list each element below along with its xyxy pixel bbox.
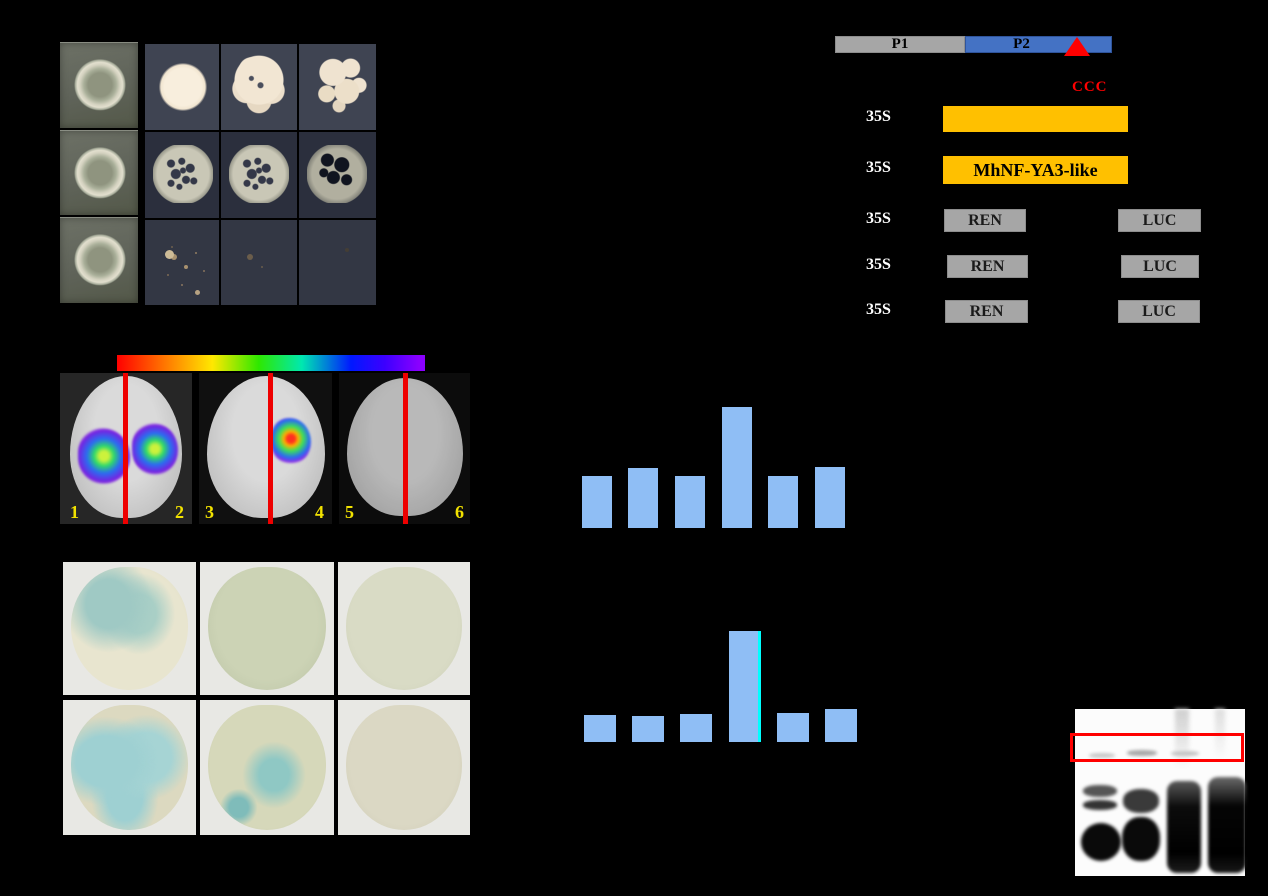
promoter-35s-label: 35S: [866, 108, 891, 125]
luc-box: LUC: [1118, 209, 1201, 232]
luminescence-signal: [271, 418, 311, 464]
luciferase-leaf-panel: 3 4: [199, 373, 332, 524]
bar: [582, 476, 612, 528]
leaf-number: 3: [205, 502, 214, 522]
bar: [675, 476, 705, 528]
leaf-number: 5: [345, 502, 354, 522]
fragment-p1: P1: [835, 36, 965, 53]
yeast-spot: [153, 145, 213, 203]
yeast-spot: [299, 44, 376, 130]
yeast-spot-cell: [145, 220, 219, 305]
yeast-spot: [229, 145, 289, 203]
gel-band: [1122, 817, 1160, 861]
ccc-motif-label: CCC: [1072, 79, 1108, 95]
yeast-spot-cell: [145, 44, 219, 130]
yeast-spot-grid: [145, 44, 377, 305]
gel-band: [1208, 777, 1246, 873]
bar: [815, 467, 845, 528]
ren-box: REN: [947, 255, 1028, 278]
gel-band: [1123, 789, 1159, 813]
promoter-35s-label: 35S: [866, 159, 891, 176]
yeast-colony: [70, 144, 130, 203]
luminescence-colorbar: [117, 355, 425, 371]
promoter-35s-label: 35S: [866, 301, 891, 318]
yeast-spot-cell: [221, 44, 297, 130]
yeast-colony: [70, 232, 130, 291]
yeast-spot-cell: [221, 132, 297, 218]
bar: [628, 468, 658, 528]
gel-band: [1083, 785, 1117, 797]
shifted-band: [1171, 751, 1199, 756]
bar: [584, 715, 616, 742]
bar: [680, 714, 712, 742]
gus-leaf: [70, 705, 188, 830]
effector-box-gene: MhNF-YA3-like: [943, 156, 1128, 184]
gus-leaf: [70, 567, 188, 690]
luc-box: LUC: [1118, 300, 1200, 323]
leaf-number: 4: [315, 502, 324, 522]
gel-band: [1083, 800, 1117, 810]
yeast-slide: [60, 129, 138, 216]
yeast-spot: [307, 145, 367, 203]
gus-leaf-panel: [200, 700, 334, 835]
emsa-gel: [1070, 709, 1246, 876]
ren-box: REN: [945, 300, 1028, 323]
ren-box: REN: [944, 209, 1026, 232]
promoter-35s-label: 35S: [866, 210, 891, 227]
yeast-slide: [60, 42, 138, 128]
gus-leaf-panel: [63, 700, 196, 835]
bar: [729, 631, 761, 742]
bar: [768, 476, 798, 528]
gus-leaf-panel: [63, 562, 196, 695]
leaf-number: 6: [455, 502, 464, 522]
bar: [632, 716, 664, 742]
promoter-35s-label: 35S: [866, 256, 891, 273]
shifted-band: [1127, 750, 1157, 756]
luc-box: LUC: [1121, 255, 1199, 278]
gel-band: [1081, 823, 1121, 861]
yeast-spot-cell: [299, 44, 376, 130]
yeast-spot-cell: [221, 220, 297, 305]
highlight-box: [1070, 733, 1244, 762]
bar: [722, 407, 752, 528]
gus-leaf-panel: [338, 700, 470, 835]
yeast-colony: [70, 57, 130, 115]
yeast-slide: [60, 217, 138, 304]
divider-line: [123, 373, 128, 524]
bar: [825, 709, 857, 742]
luciferase-leaf-panel: 1 2: [60, 373, 192, 524]
gus-leaf: [208, 705, 326, 830]
gus-leaf: [345, 567, 463, 690]
luminescence-signal: [78, 428, 130, 484]
gus-leaf-panel: [200, 562, 334, 695]
yeast-spot-cell: [299, 220, 376, 305]
yeast-spot: [153, 57, 213, 117]
divider-line: [403, 373, 408, 524]
gus-leaf-panel: [338, 562, 470, 695]
luminescence-signal: [132, 423, 178, 475]
shifted-band: [1089, 753, 1115, 758]
divider-line: [268, 373, 273, 524]
luciferase-leaf-panel: 5 6: [339, 373, 470, 524]
yeast-spot-cell: [299, 132, 376, 218]
gus-leaf: [345, 705, 463, 830]
leaf-number: 2: [175, 502, 184, 522]
yeast-slide-column: [60, 42, 138, 304]
yeast-spot-cell: [145, 132, 219, 218]
yeast-spot: [221, 44, 297, 130]
gus-leaf: [208, 567, 326, 690]
effector-box-empty: [943, 106, 1128, 132]
gel-band: [1167, 781, 1201, 873]
motif-marker-triangle: [1064, 37, 1090, 56]
leaf-number: 1: [70, 502, 79, 522]
bar: [777, 713, 809, 742]
